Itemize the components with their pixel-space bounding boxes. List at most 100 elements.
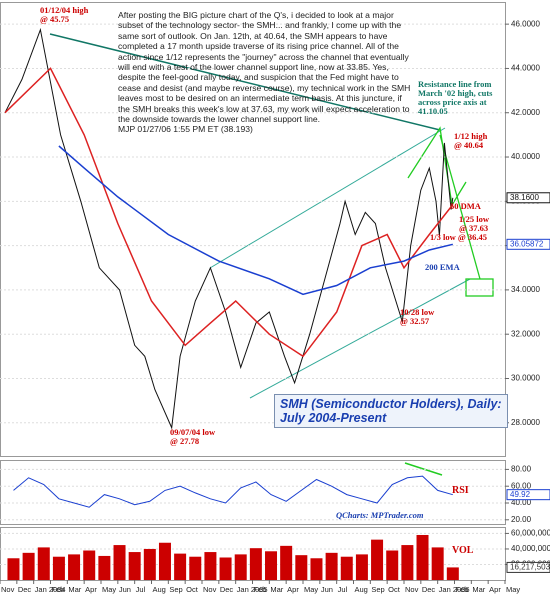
- bar: [143, 548, 156, 580]
- y-tick-label: 44.0000: [511, 64, 540, 73]
- x-tick-label: Jul: [338, 585, 348, 594]
- price-panel: [0, 2, 506, 457]
- y-tick-label: 40.00: [511, 498, 532, 507]
- bar: [37, 547, 50, 580]
- bar: [401, 545, 414, 580]
- bar: [386, 550, 399, 580]
- bar: [189, 556, 202, 580]
- bar: [295, 555, 308, 580]
- x-tick-label: Apr: [287, 585, 299, 594]
- rsi-divergence: [404, 462, 443, 476]
- x-tick-label: Jul: [136, 585, 146, 594]
- last-value-box: [506, 561, 550, 573]
- x-tick-label: Oct: [186, 585, 199, 594]
- x-tick-label: Aug: [153, 585, 166, 594]
- panel-label: RSI: [452, 485, 469, 496]
- bar: [68, 554, 81, 580]
- x-tick-label: Mar: [472, 585, 485, 594]
- annotation: 10/28 low @ 32.57: [400, 307, 435, 326]
- last-value-label: 16,217,503: [510, 563, 550, 572]
- bar: [22, 552, 35, 580]
- annotation: 09/07/04 low @ 27.78: [170, 427, 216, 446]
- bar: [355, 554, 368, 580]
- bar: [204, 552, 217, 580]
- y-tick-label: 46.0000: [511, 19, 540, 28]
- x-tick-label: Jun: [119, 585, 131, 594]
- y-tick-label: 60.00: [511, 481, 532, 490]
- bar: [249, 548, 262, 580]
- x-tick-label: Jan 2004: [35, 585, 66, 594]
- y-tick-label: 32.0000: [511, 329, 540, 338]
- bar: [431, 547, 444, 580]
- bar: [310, 558, 323, 580]
- x-tick-label: Sep: [371, 585, 384, 594]
- bar: [83, 550, 96, 580]
- y-tick-label: 30.0000: [511, 374, 540, 383]
- x-tick-label: Nov: [405, 585, 419, 594]
- annotation: 01/12/04 high @ 45.75: [40, 5, 89, 24]
- x-tick-label: Jun: [321, 585, 333, 594]
- last-value-label: 36.05872: [510, 239, 544, 248]
- annotation-lines: [49, 33, 494, 476]
- y-tick-label: 28.0000: [511, 418, 540, 427]
- series-line: [58, 145, 453, 296]
- annotation: 50 DMA: [450, 201, 481, 211]
- bar: [416, 534, 429, 580]
- annotation: 1/25 low @ 37.63: [459, 214, 489, 233]
- x-tick-label: Mar: [270, 585, 283, 594]
- y-tick-label: 20.00: [511, 515, 532, 524]
- x-tick-label: Sep: [169, 585, 182, 594]
- y-tick-label: 40.0000: [511, 152, 540, 161]
- resistance-line: [49, 33, 441, 131]
- x-tick-label: Apr: [85, 585, 97, 594]
- annotation: 1/12 high @ 40.64: [454, 131, 488, 150]
- chart-title: SMH (Semiconductor Holders), Daily: July…: [274, 394, 508, 428]
- bar: [128, 552, 141, 580]
- upper-channel: [209, 127, 446, 269]
- bar: [234, 554, 247, 580]
- bar: [98, 555, 111, 580]
- x-tick-label: Jan 2005: [237, 585, 268, 594]
- annotation: Resistance line from March '02 high, cut…: [418, 79, 493, 116]
- commentary: After posting the BIG picture chart of t…: [118, 10, 416, 135]
- rsi-panel: [0, 460, 506, 525]
- last-value-label: 38.1600: [510, 193, 539, 202]
- x-tick-label: May: [304, 585, 318, 594]
- path-arrow: [439, 134, 481, 280]
- bar: [7, 558, 20, 580]
- y-tick-label: 60,000,000: [511, 529, 550, 538]
- x-tick-label: Feb: [456, 585, 469, 594]
- zigzag: [407, 126, 467, 207]
- x-tick-label: May: [506, 585, 520, 594]
- last-value-box: [506, 489, 550, 501]
- last-value-box: [506, 238, 550, 250]
- series-line: [4, 27, 454, 430]
- x-tick-label: Oct: [388, 585, 401, 594]
- x-tick-label: May: [102, 585, 116, 594]
- bar: [174, 553, 187, 580]
- bar: [265, 551, 278, 580]
- bar: [446, 567, 459, 580]
- bar: [280, 545, 293, 580]
- series-line: [4, 67, 454, 358]
- commentary-text: After posting the BIG picture chart of t…: [118, 10, 411, 125]
- bar: [371, 539, 384, 580]
- y-tick-label: 42.0000: [511, 108, 540, 117]
- x-tick-label: Nov: [1, 585, 15, 594]
- bar: [325, 552, 338, 580]
- annotation: 200 EMA: [425, 262, 460, 272]
- last-value-box: [506, 192, 550, 204]
- x-tick-label: Jan 2006: [439, 585, 470, 594]
- credit: QCharts: MPTrader.com: [336, 510, 424, 520]
- x-tick-label: Dec: [422, 585, 436, 594]
- x-tick-label: Feb: [254, 585, 267, 594]
- series-line: [13, 475, 453, 508]
- bar: [52, 556, 65, 580]
- bar: [340, 556, 353, 580]
- signature: MJP 01/27/06 1:55 PM ET (38.193): [118, 124, 253, 135]
- x-tick-label: Dec: [18, 585, 32, 594]
- x-tick-label: Mar: [68, 585, 81, 594]
- x-tick-label: Apr: [489, 585, 501, 594]
